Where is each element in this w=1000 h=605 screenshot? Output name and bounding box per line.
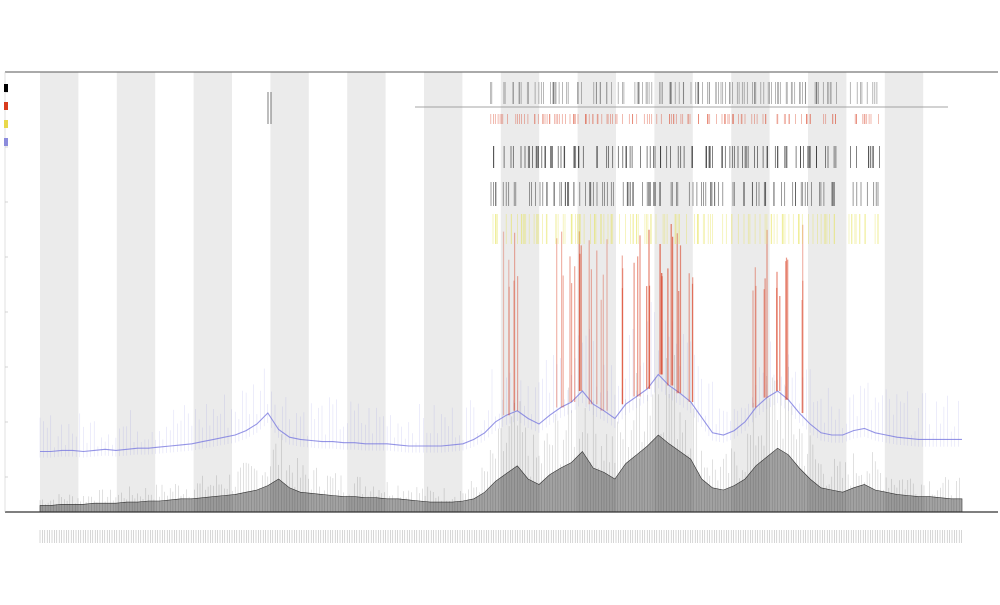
background-band <box>424 72 463 512</box>
background-band <box>808 72 847 512</box>
background-band <box>40 72 79 512</box>
background-band <box>116 72 156 512</box>
background-band <box>731 72 770 512</box>
background-band <box>577 72 616 512</box>
event-tick-layer <box>267 82 948 244</box>
legend-swatch <box>4 120 8 128</box>
background-band <box>884 72 924 512</box>
legend-swatch <box>4 84 8 92</box>
legend-swatch <box>4 102 8 110</box>
background-bands <box>40 72 924 512</box>
series-upper-trace <box>40 373 962 453</box>
series-depth-area <box>39 434 963 513</box>
background-band <box>193 72 232 512</box>
background-band <box>500 72 540 512</box>
legend-swatch <box>4 138 8 146</box>
background-band <box>270 72 309 512</box>
legend <box>4 84 8 146</box>
background-band <box>347 72 386 512</box>
series-layer <box>39 224 963 513</box>
